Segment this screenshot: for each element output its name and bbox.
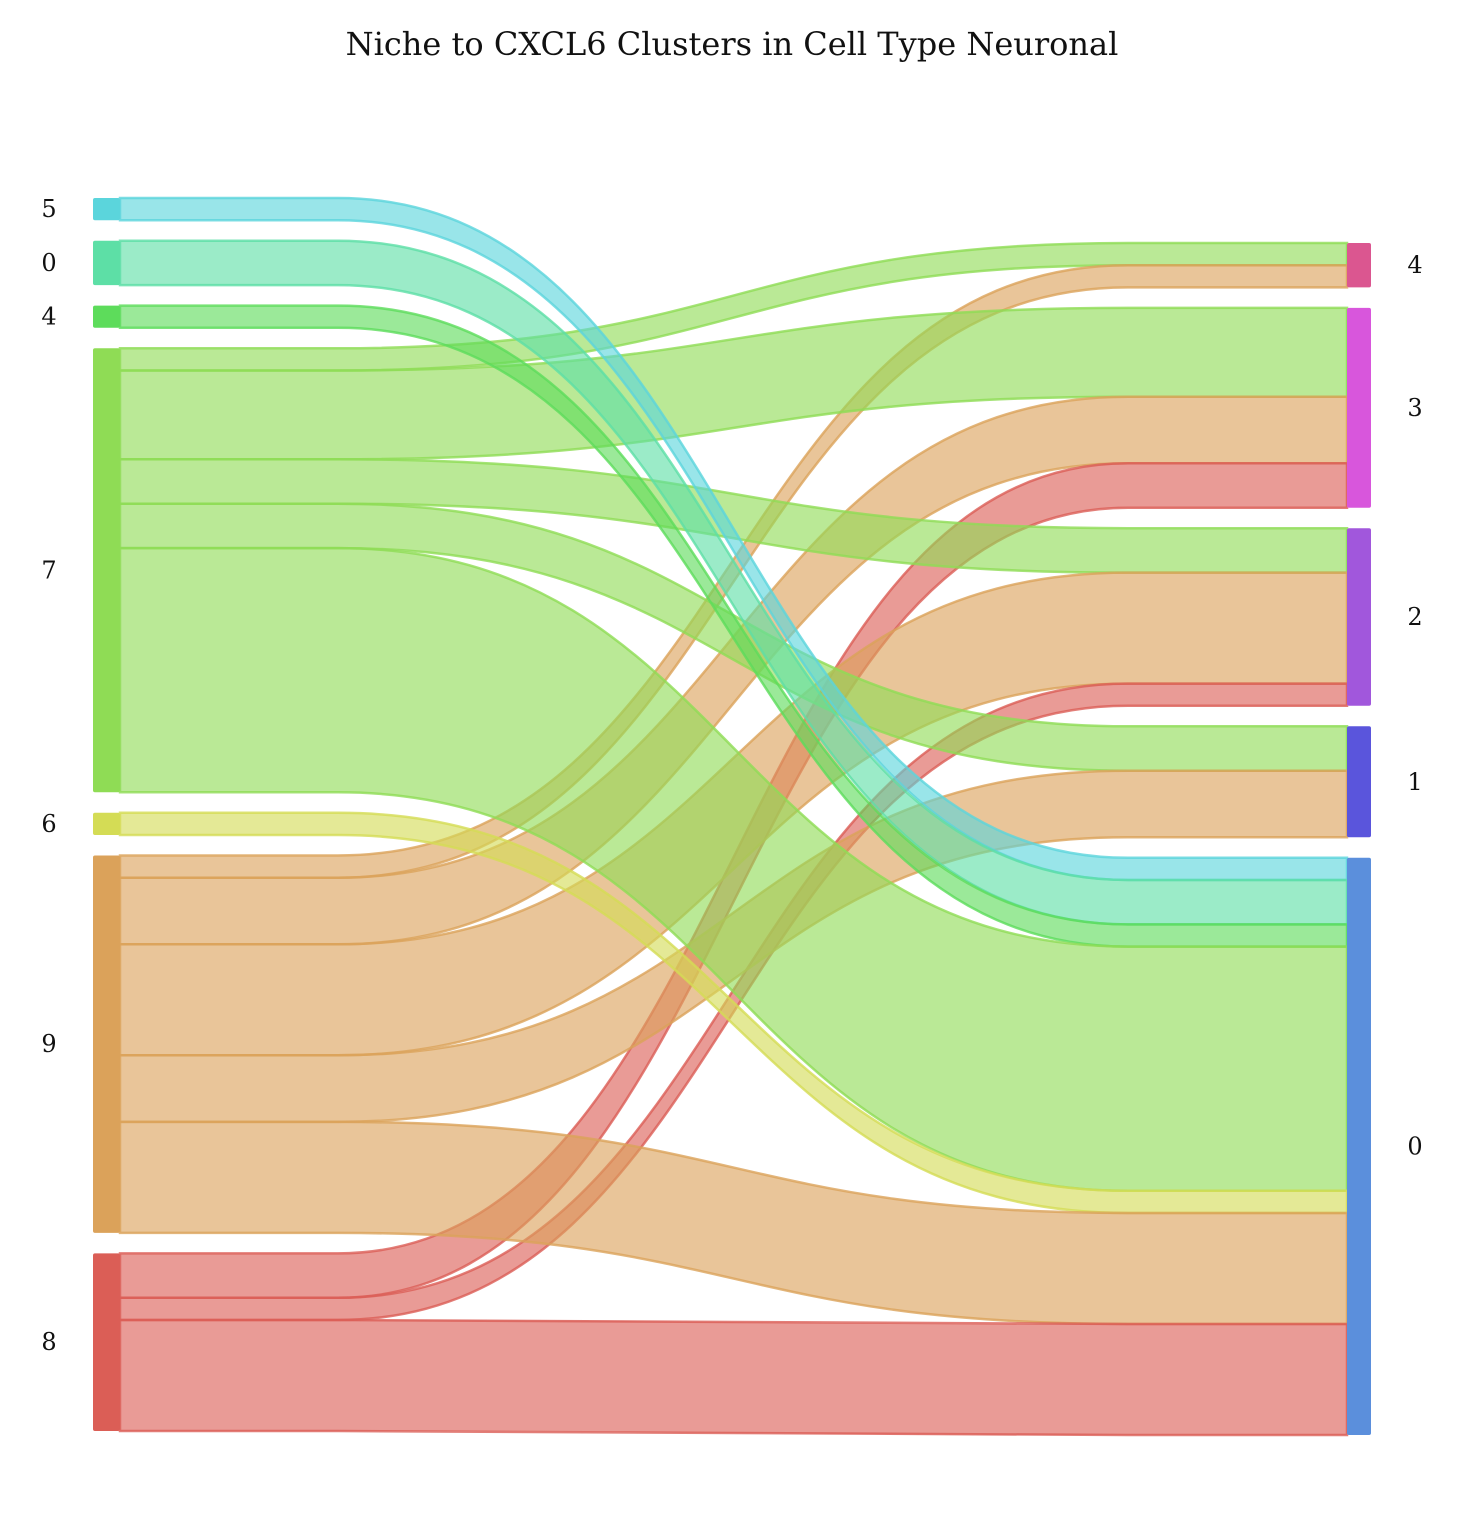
target-node-4 [1347,243,1371,288]
source-node-7 [93,348,120,793]
target-node-label-2: 2 [1407,603,1422,631]
target-node-label-3: 3 [1407,394,1422,422]
source-node-6 [93,812,120,835]
target-node-0 [1347,857,1371,1435]
link-8-to-0 [118,1318,1349,1437]
source-node-label-8: 8 [41,1328,56,1356]
source-node-label-4: 4 [41,303,56,331]
source-node-9 [93,855,120,1233]
target-node-label-0: 0 [1407,1132,1422,1160]
source-node-4 [93,305,120,328]
source-node-label-0: 0 [41,249,56,277]
labels-layer: 5 0 4 7 6 9 8 4 3 2 1 0 [41,195,1422,1356]
source-node-8 [93,1253,120,1431]
target-node-label-4: 4 [1407,251,1422,279]
target-node-3 [1347,307,1371,508]
links-layer [118,196,1349,1437]
nodes-layer [93,198,1371,1435]
target-node-2 [1347,528,1371,706]
chart-title: Niche to CXCL6 Clusters in Cell Type Neu… [346,25,1119,63]
source-node-label-5: 5 [41,195,56,223]
source-node-label-6: 6 [41,810,56,838]
source-node-label-9: 9 [41,1030,56,1058]
source-node-0 [93,240,120,286]
source-node-label-7: 7 [41,556,56,584]
target-node-1 [1347,726,1371,838]
target-node-label-1: 1 [1407,768,1422,796]
source-node-5 [93,198,120,221]
